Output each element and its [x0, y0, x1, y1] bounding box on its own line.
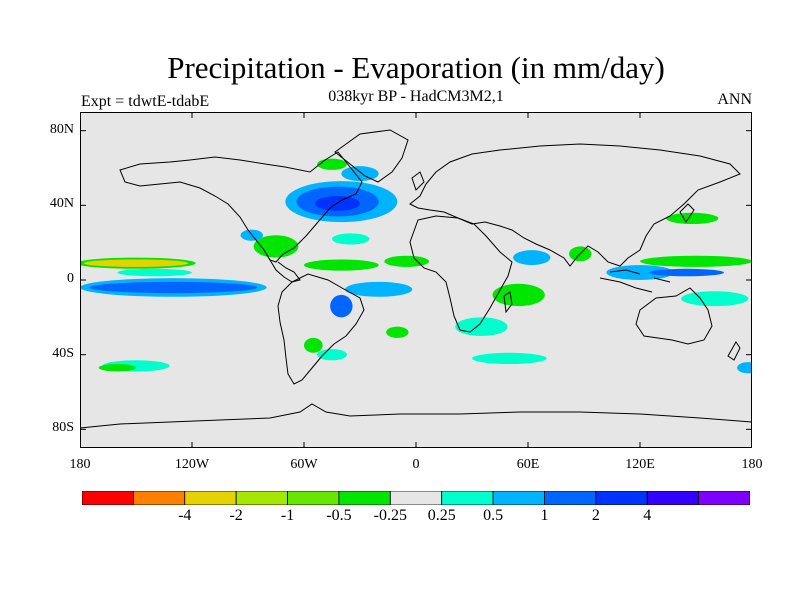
anomaly-region-24: [640, 255, 752, 267]
anomaly-region-26: [681, 291, 749, 307]
indonesia-coast: [599, 269, 671, 293]
anomaly-region-25: [649, 268, 725, 277]
colorbar-label: -0.25: [373, 507, 407, 524]
colorbar-swatch-1: [132, 491, 186, 505]
colorbar-label: -0.5: [326, 507, 352, 524]
colorbar-swatch-0: [82, 491, 134, 505]
anomaly-region-7: [89, 281, 258, 294]
coastlines: [80, 129, 752, 429]
africa-coast: [409, 215, 513, 333]
anomaly-region-32: [98, 364, 136, 372]
colorbar-swatch-6: [389, 491, 443, 505]
colorbar-swatch-3: [235, 491, 288, 505]
colorbar-swatch-2: [184, 491, 237, 505]
anomaly-region-31: [737, 362, 752, 374]
anomaly-region-20: [492, 283, 545, 307]
anomaly-region-12: [304, 259, 379, 271]
eurasia-coast: [409, 143, 741, 267]
anomaly-region-19: [455, 317, 508, 336]
season-label: ANN: [717, 91, 752, 108]
colorbar-swatch-5: [338, 491, 391, 505]
anomaly-region-23: [606, 265, 674, 280]
colorbar-label: -1: [280, 507, 295, 524]
anomaly-region-15: [330, 294, 353, 318]
lon-label: 0: [412, 457, 420, 472]
colorbar-swatch-4: [287, 491, 340, 505]
lon-label: 120E: [625, 457, 655, 472]
anomaly-region-21: [513, 250, 551, 266]
colorbar-swatch-10: [595, 491, 648, 505]
lon-label: 180: [69, 457, 91, 472]
antarctica-coast: [80, 403, 752, 429]
lat-label: 40S: [52, 345, 74, 361]
anomaly-region-3: [341, 166, 379, 182]
lat-label: 40N: [49, 196, 74, 212]
longitude-ticks: [80, 112, 752, 448]
anomaly-region-13: [332, 233, 370, 245]
japan-coast: [679, 203, 695, 223]
lon-label: 60W: [290, 457, 318, 472]
colorbar: [82, 491, 750, 505]
greenland-coast: [334, 129, 409, 183]
anomaly-region-9: [117, 268, 192, 277]
colorbar-swatch-9: [544, 491, 597, 505]
madagascar-coast: [503, 291, 513, 314]
colorbar-label: -4: [178, 507, 192, 524]
colorbar-label: 0.5: [483, 507, 504, 524]
colorbar-swatch-12: [698, 491, 750, 505]
colorbar-swatch-7: [441, 491, 494, 505]
anomaly-region-6: [83, 259, 189, 267]
lon-label: 120W: [174, 457, 210, 472]
anomaly-region-18: [304, 337, 323, 353]
chart-subtitle: 038kyr BP - HadCM3M2,1: [328, 88, 504, 105]
new-zealand-coast: [727, 341, 741, 361]
anomaly-region-16: [384, 255, 430, 267]
anomaly-region-30: [317, 349, 347, 361]
experiment-label: Expt = tdwtE-tdabE: [81, 93, 210, 110]
lat-label: 80N: [49, 121, 74, 137]
australia-coast: [635, 287, 713, 345]
anomaly-region-4: [317, 158, 347, 170]
lat-label: 0: [67, 271, 74, 286]
colorbar-label: 1: [540, 507, 549, 524]
lon-label: 60E: [516, 457, 540, 472]
colorbar-label: 4: [643, 507, 652, 524]
north-america-coast: [119, 151, 363, 263]
lon-label: 180: [741, 457, 763, 472]
anomaly-region-17: [386, 326, 409, 338]
colorbar-label: 0.25: [427, 507, 456, 524]
colorbar-swatch-8: [492, 491, 545, 505]
colorbar-swatch-11: [646, 491, 700, 505]
colorbar-label: -2: [229, 507, 243, 524]
uk-coast: [411, 171, 425, 191]
south-america-coast: [277, 273, 365, 385]
lat-label: 80S: [52, 420, 74, 436]
anomaly-region-29: [472, 352, 547, 364]
chart-title: Precipitation - Evaporation (in mm/day): [167, 50, 665, 85]
anomaly-region-27: [666, 212, 719, 224]
latitude-ticks: [80, 130, 752, 430]
world-map: [80, 112, 752, 448]
colorbar-label: 2: [591, 507, 600, 524]
anomaly-region-14: [345, 281, 413, 297]
